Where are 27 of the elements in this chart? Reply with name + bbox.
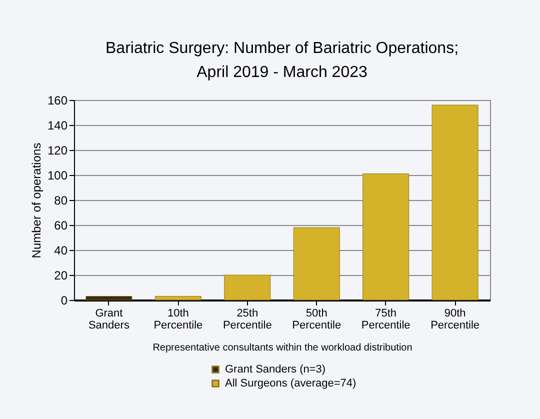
bar: [154, 296, 202, 300]
y-tick-label: 40: [54, 244, 68, 258]
legend-label: Grant Sanders (n=3): [225, 364, 326, 376]
text: Bariatric Surgery: Number of Bariatric Operations;: [105, 40, 459, 57]
bar: [362, 174, 410, 300]
legend-label: All Surgeons (average=74): [225, 378, 356, 390]
x-tick-label: 10th Percentile: [154, 308, 203, 332]
y-tick-label: 100: [47, 168, 68, 182]
y-tick-label: 80: [54, 194, 68, 208]
x-tick-label: 25th Percentile: [222, 308, 272, 332]
x-tick-label: 50th Percentile: [292, 308, 342, 332]
x-tick-label: 75th Percentile: [361, 308, 410, 332]
y-tick-label: 20: [54, 268, 68, 282]
y-tick-label: 0: [60, 294, 68, 308]
y-axis-title: Number of operations: [29, 142, 44, 258]
y-tick-label: 120: [47, 144, 68, 158]
x-tick-label: Grant Sanders: [88, 308, 130, 332]
bar: [86, 296, 132, 300]
text: April 2019 - March 2023: [196, 64, 368, 81]
x-tick-label: 90th Percentile: [430, 308, 480, 332]
y-tick-label: 140: [47, 118, 68, 132]
y-tick-label: 60: [54, 218, 68, 232]
x-axis-title: Representative consultants within the workload distribution: [152, 342, 412, 354]
bar: [293, 227, 340, 300]
bar: [432, 104, 478, 300]
bar: [224, 274, 271, 300]
y-tick-label: 160: [47, 94, 68, 108]
